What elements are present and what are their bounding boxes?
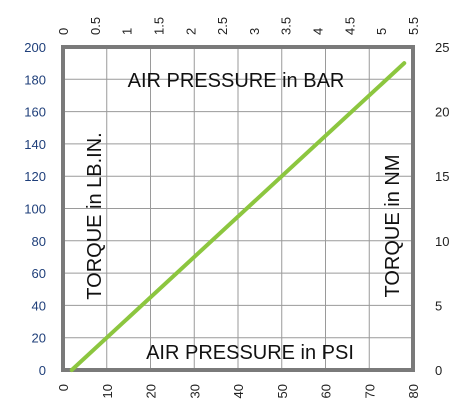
top-tick-label: 1 [120, 28, 135, 35]
left-tick-label: 160 [24, 105, 46, 120]
top-tick-label: 1.5 [151, 17, 166, 35]
bottom-tick-label: 20 [144, 384, 159, 398]
series-line [69, 61, 407, 372]
top-tick-label: 4.5 [342, 17, 357, 35]
bottom-tick-label: 60 [319, 384, 334, 398]
bottom-tick-label: 10 [100, 384, 115, 398]
top-tick-label: 5 [374, 28, 389, 35]
right-tick-label: 15 [435, 169, 449, 184]
series-group [69, 61, 407, 372]
left-tick-label: 80 [32, 234, 46, 249]
bottom-tick-label: 30 [187, 384, 202, 398]
left-tick-label: 140 [24, 137, 46, 152]
bottom-tick-label: 50 [275, 384, 290, 398]
right-tick-label: 5 [435, 298, 442, 313]
plot-frame [61, 45, 415, 372]
bottom-tick-label: 70 [362, 384, 377, 398]
left-tick-label: 60 [32, 266, 46, 281]
right-tick-label: 25 [435, 40, 449, 55]
bottom-axis-title: AIR PRESSURE in PSI [146, 342, 354, 364]
top-tick-label: 2 [183, 28, 198, 35]
left-tick-label: 200 [24, 40, 46, 55]
right-tick-label: 0 [435, 363, 442, 378]
top-tick-label: 0 [56, 28, 71, 35]
left-tick-label: 20 [32, 331, 46, 346]
top-tick-label: 5.5 [406, 17, 421, 35]
top-tick-label: 4 [311, 28, 326, 35]
top-tick-label: 2.5 [215, 17, 230, 35]
left-tick-label: 100 [24, 202, 46, 217]
bottom-tick-label: 0 [56, 384, 71, 391]
right-tick-label: 10 [435, 234, 449, 249]
left-tick-label: 120 [24, 169, 46, 184]
right-tick-label: 20 [435, 105, 449, 120]
left-tick-label: 180 [24, 72, 46, 87]
top-axis-title: AIR PRESSURE in BAR [128, 70, 345, 92]
left-tick-label: 40 [32, 298, 46, 313]
top-tick-label: 3.5 [279, 17, 294, 35]
bottom-tick-label: 80 [406, 384, 421, 398]
left-tick-label: 0 [39, 363, 46, 378]
left-axis-title: TORQUE in LB.IN. [84, 132, 106, 299]
top-tick-label: 0.5 [88, 17, 103, 35]
grid-lines [62, 46, 414, 371]
right-axis-title: TORQUE in NM [382, 155, 404, 298]
top-tick-label: 3 [247, 28, 262, 35]
bottom-tick-label: 40 [231, 384, 246, 398]
